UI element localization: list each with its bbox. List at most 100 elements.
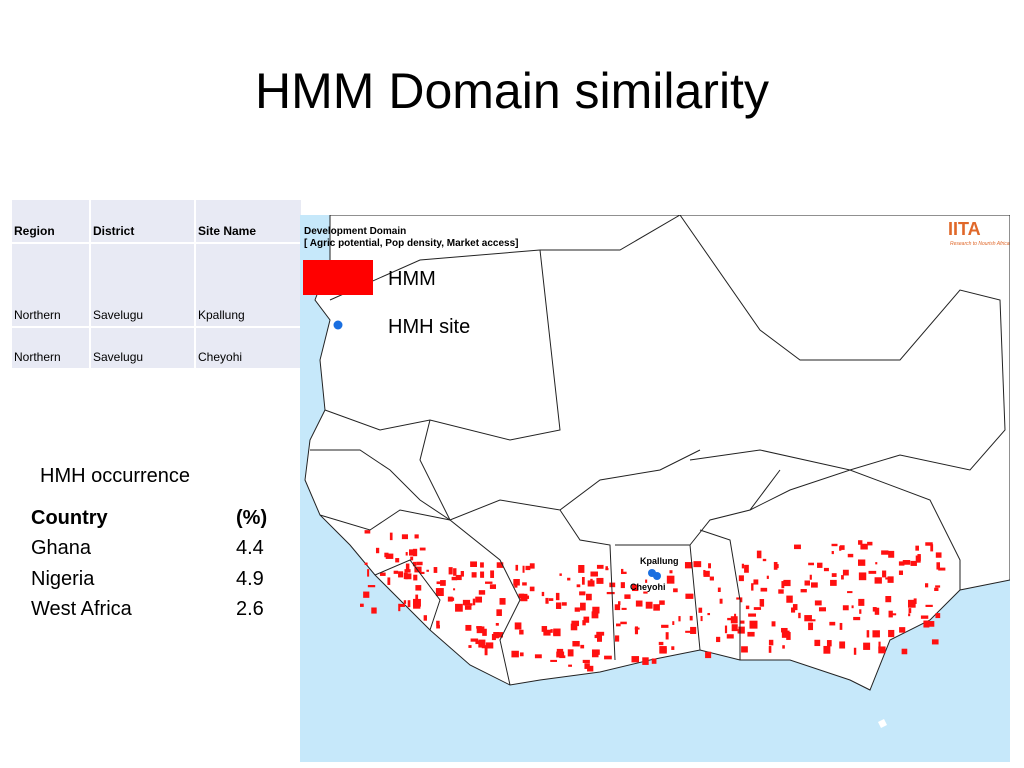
hmm-patch	[499, 598, 506, 605]
island	[878, 719, 887, 728]
hmm-patch	[514, 585, 518, 588]
hmm-patch	[412, 548, 418, 557]
hmm-patch	[455, 603, 463, 612]
hmm-patch	[751, 583, 754, 591]
hmm-patch	[768, 639, 774, 646]
hmm-patch	[659, 600, 665, 605]
hmm-patch	[379, 572, 386, 576]
hmm-patch	[858, 598, 865, 606]
hmm-patch	[889, 613, 897, 616]
hmm-patch	[410, 556, 414, 561]
cell: West Africa	[31, 598, 132, 620]
hmm-patch	[898, 561, 905, 566]
cell: Cheyohi	[194, 326, 303, 370]
column-header: Region	[10, 198, 91, 244]
hmm-patch	[620, 582, 625, 589]
hmm-patch	[666, 575, 675, 584]
hmm-patch	[910, 560, 917, 566]
hmm-patch	[760, 587, 768, 592]
hmm-patch	[460, 570, 464, 577]
hmm-patch	[491, 633, 496, 641]
hmm-patch	[678, 616, 681, 622]
hmm-patch	[888, 629, 895, 638]
hmm-patch	[553, 628, 561, 637]
hmm-patch	[800, 588, 807, 593]
map: Development Domain [ Agric potential, Po…	[300, 215, 1010, 762]
hmm-patch	[423, 615, 427, 621]
hmm-patch	[632, 584, 639, 592]
hmm-patch	[455, 574, 462, 581]
hmm-patch	[609, 582, 616, 588]
hmm-patch	[851, 605, 854, 609]
cell: 2.6	[236, 598, 264, 620]
hmm-patch	[748, 613, 757, 617]
hmm-patch	[605, 567, 609, 571]
hmm-patch	[572, 640, 580, 647]
hmm-patch	[842, 605, 849, 611]
hmm-patch	[847, 553, 854, 558]
hmm-patch	[631, 656, 640, 663]
hmm-patch	[798, 612, 801, 619]
cell: Northern	[10, 242, 91, 328]
hmm-patch	[581, 577, 585, 585]
hmm-patch	[823, 567, 829, 572]
hmm-patch	[587, 665, 594, 672]
hmm-patch	[624, 594, 631, 599]
hmm-patch	[541, 626, 548, 632]
hmm-patch	[412, 561, 417, 567]
hmm-patch	[693, 561, 702, 568]
hmm-patch	[471, 572, 477, 578]
hmm-patch	[781, 627, 788, 633]
hmm-patch	[899, 627, 906, 633]
hmm-patch	[858, 572, 867, 581]
hmm-patch	[465, 624, 472, 631]
hmm-patch	[462, 599, 471, 606]
hmm-patch	[645, 579, 648, 583]
hmm-patch	[597, 634, 602, 642]
hmm-patch	[653, 604, 660, 611]
hmm-patch	[717, 587, 721, 592]
hmm-patch	[433, 567, 438, 573]
hmm-patch	[771, 621, 776, 627]
hmm-patch	[878, 641, 881, 649]
hmm-patch	[592, 606, 600, 614]
hmm-patch	[451, 576, 458, 581]
hmm-patch	[413, 574, 418, 581]
cell: Savelugu	[89, 242, 196, 328]
hmm-patch	[935, 613, 941, 619]
hmm-patch	[415, 594, 419, 600]
hmm-patch	[858, 540, 863, 545]
hmm-patch	[874, 577, 882, 584]
hmm-patch	[651, 658, 657, 664]
hmm-patch	[741, 563, 745, 569]
hmm-patch	[740, 597, 743, 603]
hmm-patch	[496, 632, 503, 638]
hmm-patch	[482, 628, 487, 636]
hmm-patch	[407, 600, 411, 608]
hmm-patch	[426, 569, 429, 572]
slide-title: HMM Domain similarity	[255, 63, 769, 119]
hmm-patch	[398, 603, 401, 612]
hmm-patch	[734, 613, 737, 618]
hmm-patch	[635, 600, 643, 607]
hmm-patch	[529, 586, 535, 592]
hmm-patch	[672, 621, 675, 625]
legend-swatch	[303, 260, 373, 295]
hmm-patch	[363, 591, 370, 598]
hmm-patch	[543, 629, 551, 636]
hmm-patch	[867, 541, 873, 546]
hmm-patch	[923, 620, 930, 628]
hmm-patch	[901, 648, 908, 655]
hmm-patch	[908, 613, 911, 617]
hmm-patch	[495, 622, 499, 626]
hmm-patch	[484, 647, 488, 656]
hmm-patch	[515, 564, 519, 571]
hmm-patch	[468, 645, 472, 648]
hmm-patch	[519, 652, 524, 657]
hmm-patch	[814, 600, 822, 606]
hmm-patch	[414, 534, 419, 539]
hmm-patch	[596, 577, 604, 584]
hmm-patch	[414, 566, 422, 573]
hmm-patch	[853, 616, 861, 621]
hmm-patch	[930, 544, 934, 552]
